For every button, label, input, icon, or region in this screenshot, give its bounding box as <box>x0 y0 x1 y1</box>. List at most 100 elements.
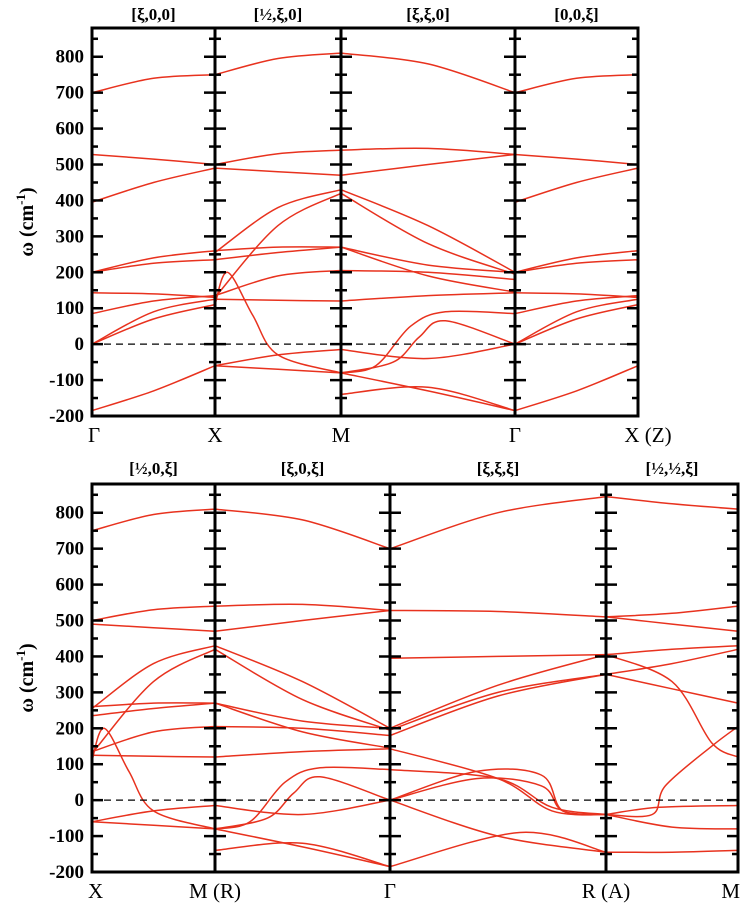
band-line-seg4-2 <box>605 605 739 618</box>
y-tick-label: 0 <box>75 334 85 355</box>
band-line-seg1-8 <box>91 298 216 345</box>
band-line-seg3-5 <box>340 192 516 275</box>
kpoint-label: M <box>332 423 351 447</box>
bottom-panel: -200 -100 0 100 200 300 400 500 600 700 800 X M (R) Γ… <box>13 459 740 903</box>
band-line-seg3-7 <box>340 246 516 293</box>
y-tick-label: 400 <box>56 646 85 667</box>
band-line-seg3-11 <box>340 320 516 374</box>
y-tick-label: 600 <box>56 575 85 596</box>
band-line-seg2-6 <box>214 246 342 252</box>
direction-label: [0,0,ξ] <box>554 5 598 24</box>
band-line-seg4-11 <box>605 849 739 854</box>
direction-label: [ξ,ξ,ξ] <box>477 459 520 478</box>
band-line-seg3-9 <box>340 292 516 302</box>
band-line-seg1-10 <box>91 727 216 830</box>
band-line-seg4-9 <box>514 303 639 345</box>
band-line-seg1-3 <box>91 623 216 633</box>
band-line-seg3-1 <box>340 52 516 94</box>
band-line-seg4-7 <box>514 294 639 315</box>
kpoint-label: Γ <box>509 423 521 447</box>
band-line-seg4-5 <box>605 653 739 758</box>
band-line-seg1-7 <box>91 702 216 717</box>
y-tick-label: 500 <box>56 155 85 176</box>
band-line-seg3-2 <box>340 147 516 156</box>
y-tick-label: 300 <box>56 226 85 247</box>
direction-label: [½,0,ξ] <box>129 459 178 478</box>
band-line-seg4-5 <box>514 258 639 274</box>
band-line-seg1-2 <box>91 605 216 622</box>
band-line-seg4-8 <box>514 298 639 345</box>
band-line-seg2-9 <box>214 748 391 758</box>
band-line-seg3-8 <box>389 768 607 816</box>
y-tick-label: 800 <box>56 503 85 524</box>
band-line-seg4-8 <box>605 725 739 818</box>
band-line-seg3-5 <box>389 673 607 731</box>
band-line-seg2-10 <box>214 271 342 374</box>
y-tick-label: -100 <box>49 370 84 391</box>
y-tick-label: 800 <box>56 47 85 68</box>
y-tick-label: 200 <box>56 262 85 283</box>
band-line-seg3-10 <box>389 777 607 816</box>
band-line-seg2-1 <box>214 52 342 76</box>
band-line-seg1-9 <box>91 303 216 345</box>
y-tick-label: -100 <box>49 826 84 847</box>
band-line-seg2-5 <box>214 192 342 298</box>
band-line-seg4-1 <box>514 73 639 94</box>
band-line-seg2-1 <box>214 508 391 550</box>
band-line-seg3-3 <box>340 153 516 177</box>
band-line-seg4-9 <box>605 804 739 816</box>
band-line-seg1-10 <box>91 365 216 412</box>
band-line-seg2-5 <box>214 648 391 731</box>
kpoint-label: Γ <box>384 879 396 903</box>
top-panel: -200 -100 0 100 200 300 400 500 600 700 800 Γ X M Γ X (… <box>13 5 672 447</box>
direction-label: [ξ,ξ,0] <box>406 5 449 24</box>
band-line-seg3-14 <box>340 386 516 412</box>
band-line-seg2-2 <box>214 603 391 612</box>
kpoint-label: X (Z) <box>624 423 671 447</box>
direction-label: [ξ,0,ξ] <box>281 459 324 478</box>
band-line-seg1-1 <box>91 73 216 94</box>
band-line-seg2-2 <box>214 149 342 166</box>
y-axis-label: ω (cm-1) <box>13 643 38 712</box>
direction-label: [ξ,0,0] <box>131 5 175 24</box>
band-line-seg2-12 <box>214 799 391 816</box>
y-tick-label: 700 <box>56 539 85 560</box>
band-line-seg3-10 <box>340 310 516 374</box>
band-line-seg3-6 <box>340 246 516 274</box>
band-line-seg4-4 <box>514 249 639 274</box>
band-line-seg2-3 <box>214 609 391 633</box>
band-line-seg3-2 <box>389 609 607 618</box>
band-line-seg3-13 <box>340 372 516 412</box>
y-axis-label: ω (cm-1) <box>13 187 38 256</box>
band-line-seg2-7 <box>214 702 391 749</box>
band-line-seg3-4 <box>340 189 516 273</box>
band-line-seg1-3 <box>91 167 216 203</box>
band-line-seg2-4 <box>214 645 391 729</box>
y-tick-label: 100 <box>56 754 85 775</box>
kpoint-label: X <box>88 879 103 903</box>
band-line-seg1-8 <box>91 725 216 753</box>
band-line-seg2-8 <box>214 725 391 737</box>
band-line-seg3-1 <box>389 495 607 550</box>
band-line-seg2-13 <box>214 828 391 868</box>
band-line-seg2-9 <box>214 298 342 302</box>
band-line-seg4-3 <box>514 167 639 203</box>
band-line-seg1-2 <box>91 153 216 166</box>
band-line-seg2-11 <box>214 776 391 830</box>
y-tick-label: 700 <box>56 83 85 104</box>
band-line-seg2-8 <box>214 269 342 297</box>
plot-frame <box>90 26 640 418</box>
band-line-seg4-10 <box>605 813 739 830</box>
kpoint-label: R (A) <box>582 879 630 903</box>
band-line-seg2-12 <box>214 348 342 367</box>
band-line-seg3-6 <box>389 673 607 737</box>
plot-frame <box>90 482 740 874</box>
band-line-seg1-1 <box>91 508 216 532</box>
band-line-seg1-12 <box>91 804 216 823</box>
band-line-seg4-10 <box>514 365 639 412</box>
band-line-seg1-11 <box>91 820 216 830</box>
band-line-seg4-3 <box>605 616 739 633</box>
y-tick-label: -200 <box>49 406 84 427</box>
kpoint-label: X <box>207 423 222 447</box>
